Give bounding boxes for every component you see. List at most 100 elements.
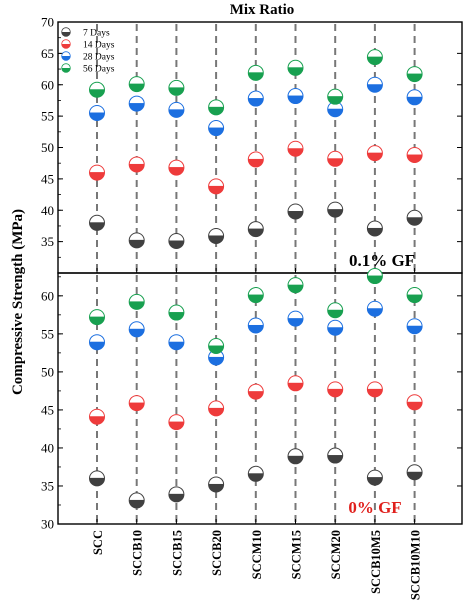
data-point-28-days bbox=[128, 321, 145, 338]
legend-marker-fill bbox=[61, 44, 71, 49]
marker-fill bbox=[129, 164, 145, 172]
data-point-28-days bbox=[287, 88, 304, 105]
data-point-56-days bbox=[89, 309, 105, 326]
data-point-56-days bbox=[406, 287, 423, 304]
y-tick-label: 60 bbox=[41, 77, 54, 92]
data-point-14-days bbox=[327, 381, 344, 398]
marker-fill bbox=[208, 235, 224, 244]
marker-fill bbox=[327, 96, 343, 105]
marker-fill bbox=[89, 89, 105, 98]
panel-1: 35 40 45 50 55 60 65 70 0.1% GF 7 Days 14 Days 28 D… bbox=[41, 15, 463, 274]
marker-fill bbox=[208, 484, 224, 492]
data-point-7-days bbox=[366, 220, 383, 237]
x-tick-label: SCCB10 bbox=[131, 530, 145, 576]
data-point-56-days bbox=[128, 293, 145, 310]
marker-fill bbox=[89, 112, 105, 121]
data-point-7-days bbox=[89, 214, 105, 231]
data-point-28-days bbox=[406, 89, 423, 106]
marker-fill bbox=[248, 391, 264, 400]
marker-fill bbox=[248, 72, 264, 81]
marker-fill bbox=[407, 472, 423, 480]
data-point-56-days bbox=[168, 304, 185, 321]
data-point-28-days bbox=[247, 90, 264, 107]
data-point-7-days bbox=[128, 232, 145, 249]
data-point-7-days bbox=[128, 492, 145, 509]
data-point-7-days bbox=[327, 447, 344, 464]
marker-fill bbox=[248, 98, 264, 107]
data-point-14-days bbox=[287, 140, 304, 157]
y-tick-label: 70 bbox=[41, 15, 54, 30]
data-point-14-days bbox=[89, 164, 105, 181]
data-point-28-days bbox=[327, 101, 344, 118]
marker-fill bbox=[248, 159, 264, 167]
marker-fill bbox=[327, 455, 343, 464]
panel-frame bbox=[57, 272, 463, 525]
marker-fill bbox=[327, 389, 343, 397]
data-point-14-days bbox=[366, 381, 383, 398]
marker-fill bbox=[129, 403, 145, 411]
data-point-7-days bbox=[168, 486, 185, 503]
data-point-56-days bbox=[327, 88, 344, 105]
marker-fill bbox=[129, 500, 145, 508]
marker-fill bbox=[367, 389, 383, 397]
data-point-14-days bbox=[168, 414, 185, 431]
x-tick-label: SCCB10M5 bbox=[369, 530, 383, 594]
marker-fill bbox=[407, 97, 423, 105]
data-point-56-days bbox=[208, 338, 225, 355]
data-point-28-days bbox=[128, 95, 145, 112]
y-tick-label: 35 bbox=[41, 478, 54, 493]
marker-fill bbox=[407, 217, 423, 226]
legend-label: 14 Days bbox=[83, 41, 115, 51]
data-point-14-days bbox=[208, 400, 225, 417]
x-tick-label: SCCB15 bbox=[170, 530, 184, 576]
data-point-28-days bbox=[168, 101, 185, 118]
x-tick-label: SCCB20 bbox=[210, 530, 224, 576]
marker-fill bbox=[89, 222, 105, 231]
y-tick-label: 55 bbox=[41, 326, 54, 341]
marker-fill bbox=[367, 276, 383, 284]
marker-fill bbox=[407, 155, 423, 163]
marker-fill bbox=[288, 383, 303, 391]
data-point-28-days bbox=[287, 310, 304, 327]
marker-fill bbox=[208, 357, 224, 365]
data-point-7-days bbox=[247, 221, 264, 238]
panel-label: 0% GF bbox=[348, 498, 401, 517]
marker-fill bbox=[129, 301, 145, 310]
marker-fill bbox=[129, 84, 145, 92]
legend-label: 7 Days bbox=[83, 29, 110, 39]
marker-fill bbox=[407, 74, 423, 82]
marker-fill bbox=[327, 158, 343, 167]
marker-fill bbox=[89, 416, 105, 425]
y-tick-label: 45 bbox=[41, 402, 54, 417]
marker-fill bbox=[288, 96, 303, 104]
marker-fill bbox=[367, 84, 383, 93]
marker-fill bbox=[248, 295, 264, 303]
data-point-7-days bbox=[406, 464, 423, 481]
marker-fill bbox=[367, 477, 383, 486]
data-point-7-days bbox=[287, 203, 304, 220]
data-point-28-days bbox=[168, 334, 185, 351]
data-point-28-days bbox=[208, 349, 225, 366]
marker-fill bbox=[129, 329, 145, 337]
data-point-56-days bbox=[406, 66, 423, 83]
marker-fill bbox=[168, 240, 184, 249]
marker-fill bbox=[288, 285, 303, 293]
marker-fill bbox=[248, 473, 264, 482]
data-point-7-days bbox=[366, 469, 383, 486]
data-point-7-days bbox=[287, 448, 304, 465]
marker-fill bbox=[168, 109, 184, 118]
data-point-28-days bbox=[327, 319, 344, 336]
data-point-56-days bbox=[247, 287, 264, 304]
data-point-28-days bbox=[406, 318, 423, 335]
data-point-14-days bbox=[128, 156, 145, 173]
x-tick-label: SCC bbox=[91, 530, 105, 555]
marker-fill bbox=[89, 342, 105, 350]
marker-fill bbox=[129, 240, 145, 248]
y-tick-label: 50 bbox=[41, 140, 54, 155]
data-point-56-days bbox=[287, 277, 304, 294]
marker-fill bbox=[89, 317, 105, 325]
data-point-14-days bbox=[168, 159, 185, 176]
data-point-14-days bbox=[128, 395, 145, 412]
legend-marker-fill bbox=[61, 32, 71, 37]
